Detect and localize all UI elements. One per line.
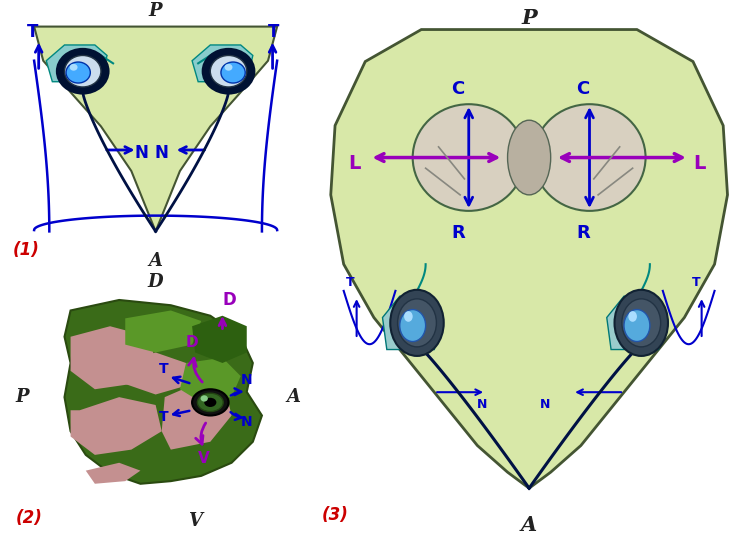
- Ellipse shape: [192, 389, 229, 416]
- Polygon shape: [180, 358, 241, 403]
- Text: L: L: [693, 154, 705, 173]
- Text: P: P: [16, 388, 29, 406]
- Polygon shape: [64, 300, 262, 484]
- Polygon shape: [162, 384, 232, 450]
- Text: C: C: [577, 79, 590, 97]
- Polygon shape: [46, 45, 107, 82]
- Polygon shape: [125, 311, 201, 352]
- Text: N: N: [154, 144, 168, 162]
- Circle shape: [404, 311, 412, 322]
- Polygon shape: [70, 326, 156, 389]
- Circle shape: [210, 55, 247, 87]
- Circle shape: [221, 62, 245, 83]
- Polygon shape: [192, 316, 247, 363]
- Circle shape: [64, 55, 101, 87]
- Ellipse shape: [413, 104, 525, 211]
- Text: A: A: [286, 388, 300, 406]
- Text: T: T: [692, 276, 700, 288]
- Ellipse shape: [533, 104, 646, 211]
- Text: A: A: [521, 515, 537, 535]
- Text: T: T: [26, 23, 38, 41]
- Text: T: T: [268, 23, 280, 41]
- Polygon shape: [331, 30, 728, 488]
- Circle shape: [202, 49, 254, 94]
- Text: (1): (1): [13, 241, 40, 259]
- Text: R: R: [452, 224, 465, 242]
- Polygon shape: [119, 352, 192, 394]
- Ellipse shape: [508, 120, 550, 195]
- Text: N: N: [540, 398, 550, 411]
- Text: D: D: [223, 291, 236, 309]
- Polygon shape: [192, 45, 253, 82]
- Polygon shape: [607, 296, 668, 350]
- Circle shape: [66, 62, 90, 83]
- Circle shape: [628, 311, 637, 322]
- Circle shape: [200, 395, 208, 401]
- Circle shape: [400, 310, 426, 341]
- Circle shape: [390, 290, 444, 356]
- Polygon shape: [70, 397, 162, 455]
- Text: A: A: [148, 252, 163, 270]
- Text: T: T: [159, 410, 168, 424]
- Text: D: D: [186, 335, 199, 350]
- Text: N: N: [134, 144, 148, 162]
- Text: C: C: [452, 79, 465, 97]
- Text: L: L: [348, 154, 360, 173]
- Text: (3): (3): [322, 506, 349, 524]
- Text: D: D: [148, 273, 164, 291]
- Text: N: N: [241, 415, 252, 429]
- Ellipse shape: [204, 398, 216, 407]
- Ellipse shape: [197, 393, 223, 411]
- Circle shape: [624, 310, 650, 341]
- Circle shape: [398, 299, 436, 347]
- Circle shape: [614, 290, 668, 356]
- Text: M: M: [514, 155, 532, 173]
- Text: V: V: [198, 451, 210, 465]
- Text: V: V: [188, 512, 202, 530]
- Text: P: P: [521, 8, 537, 28]
- Text: T: T: [346, 276, 355, 288]
- Text: R: R: [577, 224, 590, 242]
- Text: N: N: [477, 398, 488, 411]
- Text: T: T: [159, 363, 168, 376]
- Circle shape: [622, 299, 661, 347]
- Polygon shape: [86, 463, 140, 484]
- Circle shape: [224, 64, 232, 71]
- Polygon shape: [382, 296, 442, 350]
- Text: N: N: [241, 373, 252, 387]
- Circle shape: [70, 64, 77, 71]
- Text: P: P: [148, 2, 162, 20]
- Circle shape: [57, 49, 109, 94]
- Polygon shape: [34, 27, 278, 231]
- Text: (2): (2): [16, 509, 43, 527]
